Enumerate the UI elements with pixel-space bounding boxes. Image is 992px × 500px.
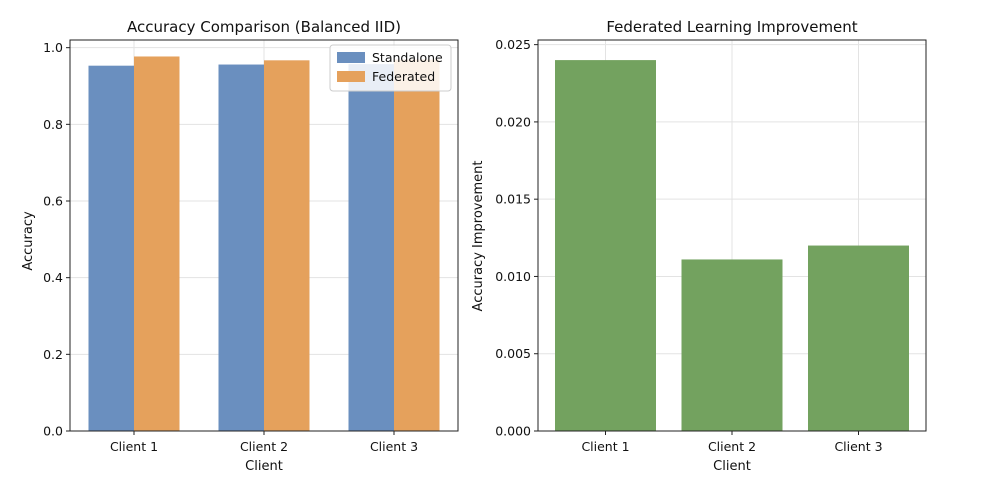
- accuracy-comparison-chart: Accuracy Comparison (Balanced IID) Clien…: [21, 18, 459, 474]
- x-tick-label: Client 2: [240, 439, 288, 454]
- y-tick-label: 0.005: [495, 346, 531, 361]
- bar-standalone-2: [218, 64, 264, 432]
- y-tick-label: 0.010: [495, 269, 531, 284]
- y-tick-label: 0.000: [495, 424, 531, 439]
- x-tick-label: Client 3: [834, 439, 882, 454]
- y-axis-label: Accuracy: [21, 211, 36, 271]
- bar-improvement-1: [555, 60, 656, 431]
- y-tick-label: 0.0: [43, 424, 63, 439]
- y-tick-label: 1.0: [43, 40, 63, 55]
- y-tick-label: 0.020: [495, 114, 531, 129]
- bar-standalone-3: [348, 64, 394, 432]
- legend-swatch: [337, 52, 365, 63]
- bar-standalone-1: [88, 65, 134, 431]
- bar-federated-3: [394, 59, 440, 432]
- chart-title: Federated Learning Improvement: [606, 18, 857, 36]
- x-tick-label: Client 2: [708, 439, 756, 454]
- improvement-chart: Federated Learning Improvement Client Ac…: [471, 18, 927, 474]
- x-axis-label: Client: [713, 459, 751, 474]
- y-tick-label: 0.2: [43, 347, 63, 362]
- y-tick-label: 0.025: [495, 37, 531, 52]
- y-tick-label: 0.4: [43, 270, 63, 285]
- legend: Standalone Federated: [329, 44, 452, 92]
- bar-federated-1: [134, 56, 180, 431]
- legend-label: Standalone: [372, 50, 443, 65]
- y-tick-label: 0.015: [495, 192, 531, 207]
- y-tick-label: 0.8: [43, 117, 63, 132]
- bar-improvement-3: [808, 245, 909, 431]
- bar-improvement-2: [681, 259, 783, 431]
- y-axis-label: Accuracy Improvement: [471, 161, 486, 312]
- bar-federated-2: [264, 60, 310, 432]
- x-axis-label: Client: [245, 459, 283, 474]
- y-tick-label: 0.6: [43, 194, 63, 209]
- x-tick-label: Client 3: [370, 439, 418, 454]
- chart-title: Accuracy Comparison (Balanced IID): [127, 18, 401, 36]
- legend-swatch: [337, 71, 365, 82]
- legend-label: Federated: [372, 69, 435, 84]
- x-tick-label: Client 1: [581, 439, 629, 454]
- x-tick-label: Client 1: [110, 439, 158, 454]
